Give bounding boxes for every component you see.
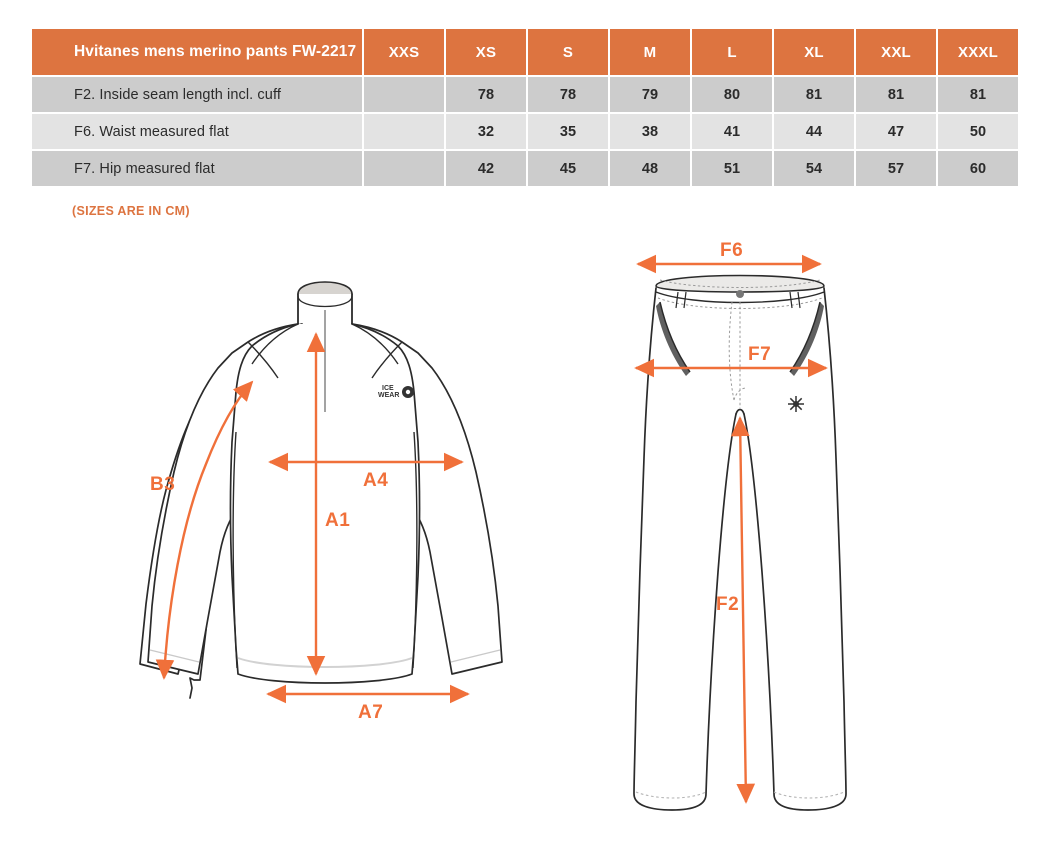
fly-stitching [728, 301, 747, 408]
size-header-xl: XL [774, 29, 854, 75]
cell-f7-m: 48 [610, 151, 690, 186]
cell-f6-m: 38 [610, 114, 690, 149]
cell-f6-s: 35 [528, 114, 608, 149]
table-row: F7. Hip measured flat 42 45 48 51 54 57 … [32, 151, 1018, 186]
cell-f7-xxs [364, 151, 444, 186]
size-table-container: Hvitanes mens merino pants FW-2217 XXS X… [30, 27, 1018, 188]
product-title-cell: Hvitanes mens merino pants FW-2217 [32, 29, 362, 75]
table-row: F6. Waist measured flat 32 35 38 41 44 4… [32, 114, 1018, 149]
sizes-unit-note: (SIZES ARE IN CM) [72, 204, 190, 218]
cell-f7-xl: 54 [774, 151, 854, 186]
size-header-s: S [528, 29, 608, 75]
cell-f6-xxs [364, 114, 444, 149]
merino-top-illustration: ICE WEAR B3 A4 A1 A7 [120, 232, 520, 852]
merino-pants-illustration: F6 F7 F2 [600, 232, 930, 852]
dimension-label-f7: F7 [748, 344, 772, 365]
cell-f2-xxxl: 81 [938, 77, 1018, 112]
cell-f7-xxl: 57 [856, 151, 936, 186]
dimension-label-a4: A4 [363, 470, 389, 491]
size-table: Hvitanes mens merino pants FW-2217 XXS X… [30, 27, 1020, 188]
measurement-label: F2. Inside seam length incl. cuff [32, 77, 362, 112]
waist-button-icon [736, 290, 744, 298]
pants-drawing [633, 254, 847, 811]
size-table-body: F2. Inside seam length incl. cuff 78 78 … [32, 77, 1018, 186]
top-drawing: ICE WEAR [139, 281, 503, 704]
ice-wear-logo-icon: ICE WEAR [378, 385, 414, 399]
dimension-arrow-f2 [730, 416, 756, 804]
table-row: F2. Inside seam length incl. cuff 78 78 … [32, 77, 1018, 112]
size-header-xxxl: XXXL [938, 29, 1018, 75]
cell-f2-xl: 81 [774, 77, 854, 112]
dimension-label-a7: A7 [358, 702, 384, 723]
size-table-head: Hvitanes mens merino pants FW-2217 XXS X… [32, 29, 1018, 75]
dimension-label-b3: B3 [150, 474, 176, 495]
cell-f6-xl: 44 [774, 114, 854, 149]
cell-f2-xxl: 81 [856, 77, 936, 112]
snowflake-logo-icon [788, 396, 804, 412]
cell-f2-s: 78 [528, 77, 608, 112]
cell-f2-l: 80 [692, 77, 772, 112]
measurement-label: F7. Hip measured flat [32, 151, 362, 186]
size-header-m: M [610, 29, 690, 75]
size-header-xs: XS [446, 29, 526, 75]
svg-text:WEAR: WEAR [378, 392, 399, 399]
cell-f2-xs: 78 [446, 77, 526, 112]
cell-f7-l: 51 [692, 151, 772, 186]
cell-f7-xxxl: 60 [938, 151, 1018, 186]
size-header-xxs: XXS [364, 29, 444, 75]
cell-f6-xxxl: 50 [938, 114, 1018, 149]
cell-f2-xxs [364, 77, 444, 112]
cell-f6-l: 41 [692, 114, 772, 149]
cell-f6-xs: 32 [446, 114, 526, 149]
cell-f6-xxl: 47 [856, 114, 936, 149]
size-header-l: L [692, 29, 772, 75]
dimension-label-f2: F2 [716, 594, 740, 615]
cell-f2-m: 79 [610, 77, 690, 112]
cell-f7-xs: 42 [446, 151, 526, 186]
dimension-arrow-b3 [155, 380, 254, 680]
garment-illustrations: ICE WEAR B3 A4 A1 A7 [0, 232, 1038, 852]
size-table-header-row: Hvitanes mens merino pants FW-2217 XXS X… [32, 29, 1018, 75]
measurement-label: F6. Waist measured flat [32, 114, 362, 149]
cell-f7-s: 45 [528, 151, 608, 186]
svg-text:ICE: ICE [382, 385, 394, 392]
dimension-label-a1: A1 [325, 510, 351, 531]
dimension-label-f6: F6 [720, 240, 744, 261]
size-header-xxl: XXL [856, 29, 936, 75]
